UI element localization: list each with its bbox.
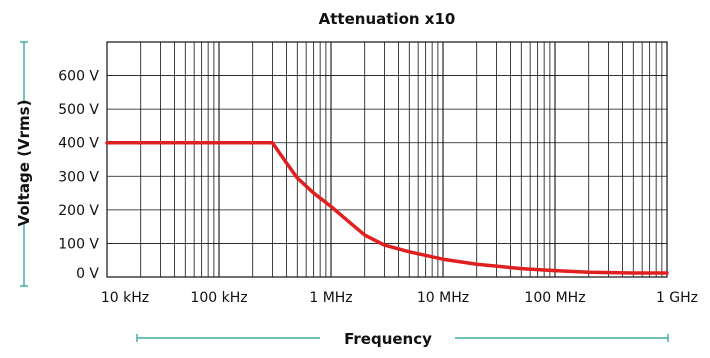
grid (106, 41, 668, 278)
x-tick-label: 100 MHz (524, 290, 585, 306)
x-tick-label: 100 kHz (190, 290, 247, 306)
chart-title: Attenuation x10 (319, 10, 456, 28)
y-axis-title: Voltage (Vrms) (15, 100, 33, 227)
y-tick-label: 600 V (58, 69, 99, 85)
x-tick-label: 10 kHz (101, 290, 149, 306)
y-tick-label: 500 V (58, 102, 99, 118)
y-tick-label: 200 V (58, 203, 99, 219)
x-axis-ticks: 10 kHz 100 kHz 1 MHz 10 MHz 100 MHz 1 GHz (101, 290, 698, 306)
x-axis-title-group: Frequency (136, 330, 669, 348)
y-tick-label: 100 V (58, 236, 99, 252)
voltage-series-line (105, 140, 669, 275)
y-tick-label: 400 V (58, 136, 99, 152)
y-axis-ticks: 0 V 100 V 200 V 300 V 400 V 500 V 600 V (58, 69, 99, 282)
y-axis-title-group: Voltage (Vrms) (15, 41, 33, 287)
y-tick-label: 300 V (58, 169, 99, 185)
x-tick-label: 1 GHz (656, 290, 698, 306)
plot-frame (106, 41, 668, 278)
x-tick-label: 1 MHz (309, 290, 352, 306)
x-tick-label: 10 MHz (417, 290, 469, 306)
x-axis-title: Frequency (344, 330, 432, 348)
y-tick-label: 0 V (76, 266, 99, 282)
series-layer (105, 140, 669, 275)
